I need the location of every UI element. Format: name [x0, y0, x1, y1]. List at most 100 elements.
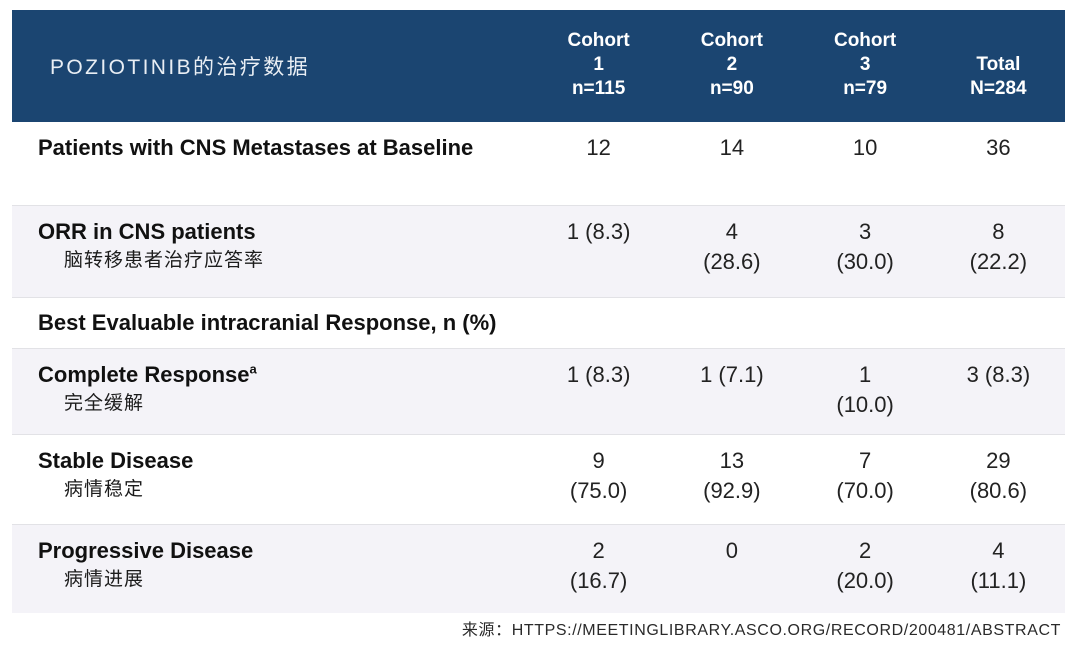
footnote-marker: a [249, 361, 257, 377]
cell-cohort-1: 12 [532, 133, 665, 163]
column-header-cohort-2-line1: Cohort [700, 30, 763, 51]
cell-value-line1: 7 [859, 448, 872, 473]
table-row: ORR in CNS patients 脑转移患者治疗应答率 1 (8.3) 4… [12, 206, 1065, 298]
cell-cohort-3: 1 (10.0) [799, 360, 932, 420]
column-header-total-line1: Total [976, 54, 1021, 75]
table-title-cell: POZIOTINIB的治疗数据 [12, 10, 532, 122]
cell-value-line2: (75.0) [569, 478, 628, 503]
cell-value-line1: 9 [592, 448, 605, 473]
row-label-en-text: Complete Response [38, 362, 250, 387]
cell-cohort-2: 1 (7.1) [665, 360, 798, 390]
cell-value-line1: 2 [859, 538, 872, 563]
column-header-cohort-1-line2: 1 [593, 54, 604, 75]
cell-total: 4 (11.1) [932, 536, 1065, 596]
row-label-zh: 病情稳定 [64, 479, 145, 500]
cell-value-line1: 1 [859, 362, 872, 387]
cell-value-line1: 13 [719, 448, 745, 473]
cell-value-line1: 14 [719, 135, 745, 160]
cell-total: 3 (8.3) [932, 360, 1065, 390]
cell-total: 36 [932, 133, 1065, 163]
cell-cohort-2: 0 [665, 536, 798, 566]
table-body: Patients with CNS Metastases at Baseline… [12, 122, 1065, 613]
column-header-cohort-2-line2: 2 [726, 54, 738, 75]
table-row: Stable Disease 病情稳定 9 (75.0) 13 (92.9) 7… [12, 435, 1065, 525]
cell-value-line1: 36 [986, 135, 1011, 160]
cell-value-line1: 4 [992, 538, 1005, 563]
cell-value-line1: 3 [859, 219, 872, 244]
column-header-total: Total N=284 [932, 10, 1065, 101]
cell-cohort-1: 1 (8.3) [532, 360, 665, 390]
cell-value-line2: (10.0) [836, 392, 894, 417]
cell-value-line1: 4 [725, 219, 738, 244]
cell-total: 29 (80.6) [932, 446, 1065, 506]
cell-cohort-2: 14 [665, 133, 798, 163]
cell-cohort-1: 2 (16.7) [532, 536, 665, 596]
cell-cohort-1: 9 (75.0) [532, 446, 665, 506]
row-label-en: Patients with CNS Metastases at Baseline [38, 135, 474, 160]
cell-cohort-3: 10 [799, 133, 932, 163]
cell-value-line1: 8 [992, 219, 1005, 244]
row-label-cell: Progressive Disease 病情进展 [12, 525, 532, 605]
row-label-cell: Best Evaluable intracranial Response, n … [12, 298, 532, 348]
row-values [532, 298, 1065, 309]
cell-value-line1: 2 [592, 538, 605, 563]
section-label: Best Evaluable intracranial Response, n … [38, 310, 497, 335]
row-label-cell: Stable Disease 病情稳定 [12, 435, 532, 515]
column-header-cohort-1-line1: Cohort [567, 30, 630, 51]
row-values: 1 (8.3) 1 (7.1) 1 (10.0) 3 (8.3) [532, 349, 1065, 420]
cell-cohort-3: 2 (20.0) [799, 536, 932, 596]
cell-value-line2: (20.0) [836, 568, 894, 593]
cell-cohort-1: 1 (8.3) [532, 217, 665, 247]
cell-value-line2: (70.0) [836, 478, 894, 503]
column-header-cohort-1: Cohort 1 n=115 [532, 10, 665, 101]
cell-value-line2: (80.6) [969, 478, 1028, 503]
row-values: 2 (16.7) 0 2 (20.0) 4 (11.1) [532, 525, 1065, 596]
cell-cohort-3: 3 (30.0) [799, 217, 932, 277]
cell-cohort-2: 13 (92.9) [665, 446, 798, 506]
column-header-cohort-2-line3: n=90 [709, 78, 754, 99]
cell-value-line1: 1 (8.3) [566, 219, 631, 244]
cell-value-line2: (92.9) [703, 478, 761, 503]
row-values: 1 (8.3) 4 (28.6) 3 (30.0) 8 (22.2) [532, 206, 1065, 277]
row-label-cell: Patients with CNS Metastases at Baseline [12, 122, 532, 174]
column-header-cohort-3-line2: 3 [859, 54, 871, 75]
column-header-cohort-1-line3: n=115 [571, 78, 626, 99]
cell-value-line1: 1 (8.3) [566, 362, 631, 387]
page-title: POZIOTINIB的治疗数据 [50, 56, 311, 79]
row-label-en: Progressive Disease [38, 538, 254, 563]
cell-value-line2: (16.7) [569, 568, 628, 593]
cell-value-line1: 29 [986, 448, 1011, 473]
cell-value-line2: (30.0) [836, 249, 894, 274]
column-header-cohort-3: Cohort 3 n=79 [799, 10, 932, 101]
column-header-cohort-2: Cohort 2 n=90 [665, 10, 798, 101]
cell-total: 8 (22.2) [932, 217, 1065, 277]
cell-value-line2: (11.1) [970, 568, 1027, 593]
cell-cohort-2: 4 (28.6) [665, 217, 798, 277]
cell-value-line1: 0 [725, 538, 738, 563]
column-header-cohort-3-line1: Cohort [833, 30, 897, 51]
table-header: POZIOTINIB的治疗数据 Cohort 1 n=115 Cohort 2 … [12, 10, 1065, 122]
row-label-cell: ORR in CNS patients 脑转移患者治疗应答率 [12, 206, 532, 286]
column-header-cohort-3-line3: n=79 [843, 78, 888, 99]
table-row: Complete Responsea 完全缓解 1 (8.3) 1 (7.1) … [12, 349, 1065, 435]
cell-value-line1: 12 [586, 135, 611, 160]
cell-value-line2: (28.6) [703, 249, 761, 274]
table-section-row: Best Evaluable intracranial Response, n … [12, 298, 1065, 349]
row-label-zh: 脑转移患者治疗应答率 [64, 250, 265, 271]
row-label-cell: Complete Responsea 完全缓解 [12, 349, 532, 429]
column-header-group: Cohort 1 n=115 Cohort 2 n=90 Cohort 3 n=… [532, 10, 1065, 122]
row-label-zh: 完全缓解 [64, 393, 145, 414]
column-header-total-line2: N=284 [970, 78, 1027, 99]
row-values: 9 (75.0) 13 (92.9) 7 (70.0) 29 (80.6) [532, 435, 1065, 506]
table-row: Patients with CNS Metastases at Baseline… [12, 122, 1065, 206]
row-label-en: Complete Responsea [38, 360, 522, 390]
row-label-zh: 病情进展 [64, 569, 145, 590]
cell-cohort-3: 7 (70.0) [799, 446, 932, 506]
cell-value-line1: 3 (8.3) [966, 362, 1031, 387]
table-row: Progressive Disease 病情进展 2 (16.7) 0 2 (2… [12, 525, 1065, 613]
row-label-en: Stable Disease [38, 448, 194, 473]
source-footer: 来源：HTTPS://MEETINGLIBRARY.ASCO.ORG/RECOR… [461, 622, 1061, 639]
row-values: 12 14 10 36 [532, 122, 1065, 163]
cell-value-line1: 10 [852, 135, 878, 160]
